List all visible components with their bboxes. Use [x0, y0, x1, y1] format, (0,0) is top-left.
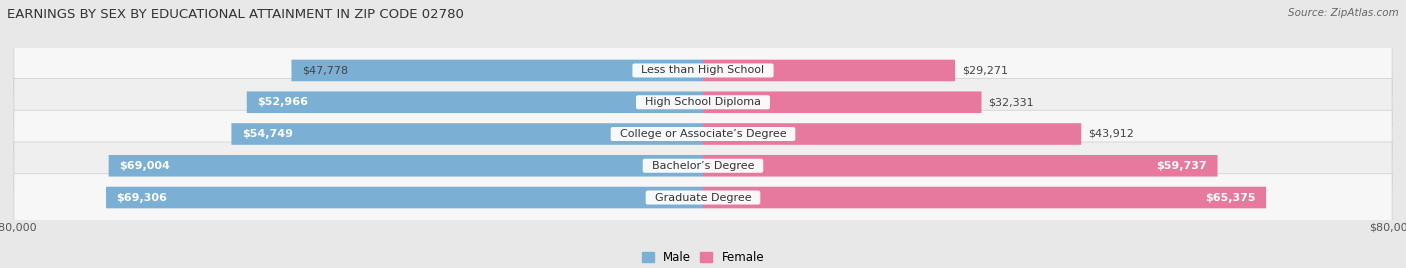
FancyBboxPatch shape — [14, 47, 1392, 94]
FancyBboxPatch shape — [703, 123, 1081, 145]
FancyBboxPatch shape — [14, 174, 1392, 221]
FancyBboxPatch shape — [703, 155, 1218, 177]
FancyBboxPatch shape — [703, 60, 955, 81]
Text: Bachelor’s Degree: Bachelor’s Degree — [645, 161, 761, 171]
Text: High School Diploma: High School Diploma — [638, 97, 768, 107]
Legend: Male, Female: Male, Female — [637, 246, 769, 268]
Text: $54,749: $54,749 — [242, 129, 292, 139]
Text: $47,778: $47,778 — [302, 65, 347, 76]
Text: Source: ZipAtlas.com: Source: ZipAtlas.com — [1288, 8, 1399, 18]
FancyBboxPatch shape — [105, 187, 703, 208]
Text: College or Associate’s Degree: College or Associate’s Degree — [613, 129, 793, 139]
Text: $29,271: $29,271 — [962, 65, 1008, 76]
Text: $59,737: $59,737 — [1157, 161, 1208, 171]
Text: $69,306: $69,306 — [117, 192, 167, 203]
Text: $69,004: $69,004 — [120, 161, 170, 171]
Text: $52,966: $52,966 — [257, 97, 308, 107]
FancyBboxPatch shape — [291, 60, 703, 81]
Text: $43,912: $43,912 — [1088, 129, 1135, 139]
FancyBboxPatch shape — [14, 110, 1392, 158]
Text: EARNINGS BY SEX BY EDUCATIONAL ATTAINMENT IN ZIP CODE 02780: EARNINGS BY SEX BY EDUCATIONAL ATTAINMEN… — [7, 8, 464, 21]
FancyBboxPatch shape — [703, 187, 1267, 208]
Text: Less than High School: Less than High School — [634, 65, 772, 76]
FancyBboxPatch shape — [108, 155, 703, 177]
Text: $32,331: $32,331 — [988, 97, 1033, 107]
FancyBboxPatch shape — [247, 91, 703, 113]
FancyBboxPatch shape — [14, 142, 1392, 189]
FancyBboxPatch shape — [232, 123, 703, 145]
FancyBboxPatch shape — [14, 79, 1392, 126]
FancyBboxPatch shape — [703, 91, 981, 113]
Text: Graduate Degree: Graduate Degree — [648, 192, 758, 203]
Text: $65,375: $65,375 — [1205, 192, 1256, 203]
